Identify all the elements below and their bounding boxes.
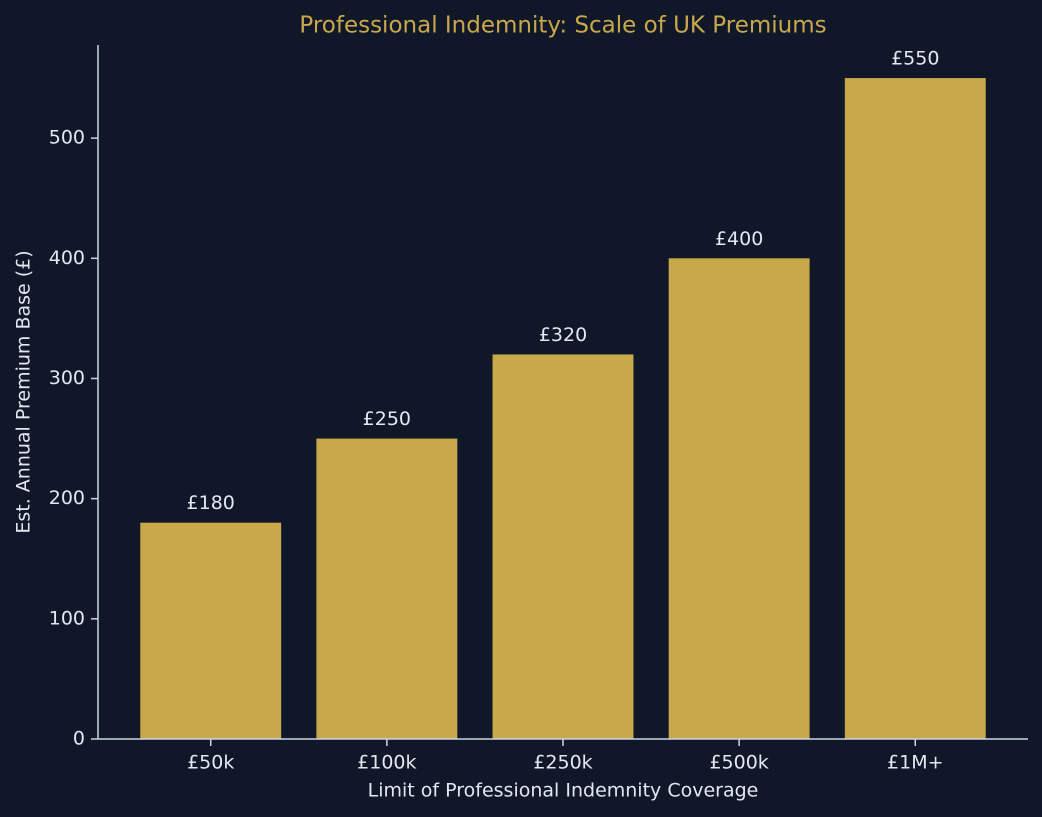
chart-title: Professional Indemnity: Scale of UK Prem… bbox=[299, 13, 826, 39]
bar bbox=[492, 354, 634, 739]
y-tick-label: 300 bbox=[49, 367, 85, 389]
y-tick-label: 400 bbox=[49, 247, 85, 269]
bar bbox=[316, 438, 458, 739]
value-label: £320 bbox=[539, 324, 587, 346]
value-label: £550 bbox=[891, 48, 939, 70]
x-tick-label: £500k bbox=[709, 752, 768, 774]
value-label: £400 bbox=[715, 228, 763, 250]
value-label: £250 bbox=[363, 408, 411, 430]
x-axis-label: Limit of Professional Indemnity Coverage bbox=[368, 780, 759, 802]
y-tick-label: 200 bbox=[49, 487, 85, 509]
x-tick-label: £1M+ bbox=[887, 752, 944, 774]
y-tick-label: 500 bbox=[49, 127, 85, 149]
bar bbox=[844, 78, 986, 740]
x-tick-label: £250k bbox=[533, 752, 592, 774]
bar bbox=[140, 522, 282, 739]
bar bbox=[668, 258, 810, 739]
y-tick-label: 100 bbox=[49, 607, 85, 629]
y-tick-label: 0 bbox=[73, 728, 85, 750]
y-axis-label: Est. Annual Premium Base (£) bbox=[13, 250, 35, 533]
value-label: £180 bbox=[187, 492, 235, 514]
x-tick-label: £100k bbox=[357, 752, 416, 774]
x-tick-label: £50k bbox=[187, 752, 234, 774]
